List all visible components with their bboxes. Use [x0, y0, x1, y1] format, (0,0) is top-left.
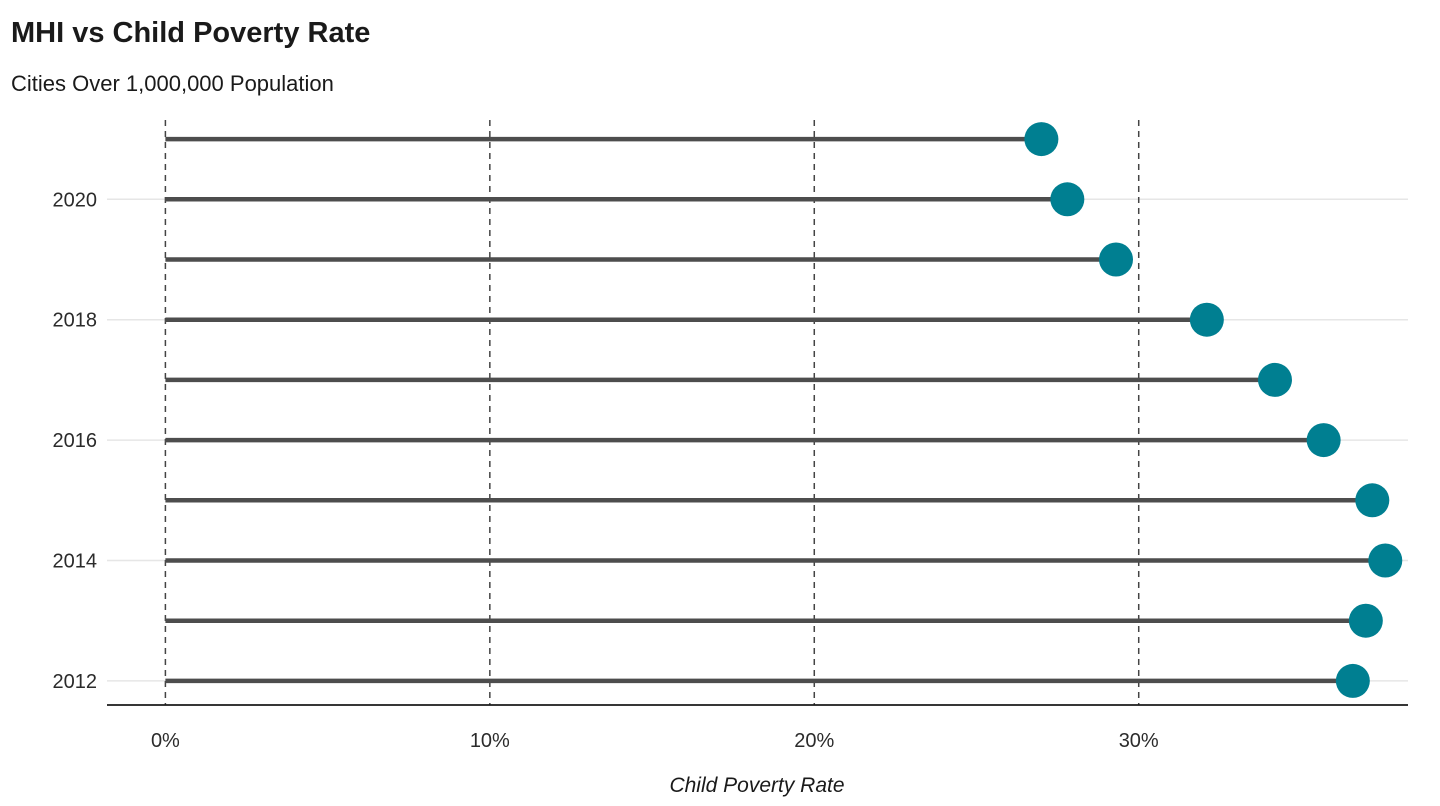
- x-tick-label-30: 30%: [1119, 730, 1159, 752]
- y-tick-label-2016: 2016: [53, 430, 98, 452]
- chart-subtitle: Cities Over 1,000,000 Population: [11, 71, 334, 96]
- lollipop-points: [1024, 122, 1403, 698]
- y-tick-label-2014: 2014: [53, 551, 98, 573]
- x-tick-label-0: 0%: [151, 730, 180, 752]
- vertical-reference-lines: [164, 120, 1140, 705]
- point-2015: [1355, 483, 1390, 518]
- x-tick-label-20: 20%: [794, 730, 834, 752]
- point-2020: [1050, 182, 1085, 217]
- lollipop-stems: [165, 136, 1386, 684]
- point-2021: [1024, 122, 1059, 157]
- point-2016: [1306, 423, 1341, 458]
- point-2014: [1368, 543, 1403, 578]
- x-tick-label-10: 10%: [470, 730, 510, 752]
- y-axis-ticks: 2012 2014 2016 2018 2020: [53, 189, 98, 693]
- x-axis-ticks: 0% 10% 20% 30%: [151, 730, 1159, 752]
- point-2019: [1099, 242, 1134, 277]
- y-tick-label-2012: 2012: [53, 671, 98, 693]
- point-2013: [1348, 603, 1383, 638]
- point-2017: [1257, 362, 1292, 397]
- y-tick-label-2020: 2020: [53, 189, 98, 211]
- y-tick-label-2018: 2018: [53, 310, 98, 332]
- x-axis-title: Child Poverty Rate: [669, 774, 844, 797]
- point-2018: [1189, 302, 1224, 337]
- chart-title: MHI vs Child Poverty Rate: [11, 17, 370, 49]
- point-2012: [1335, 663, 1370, 698]
